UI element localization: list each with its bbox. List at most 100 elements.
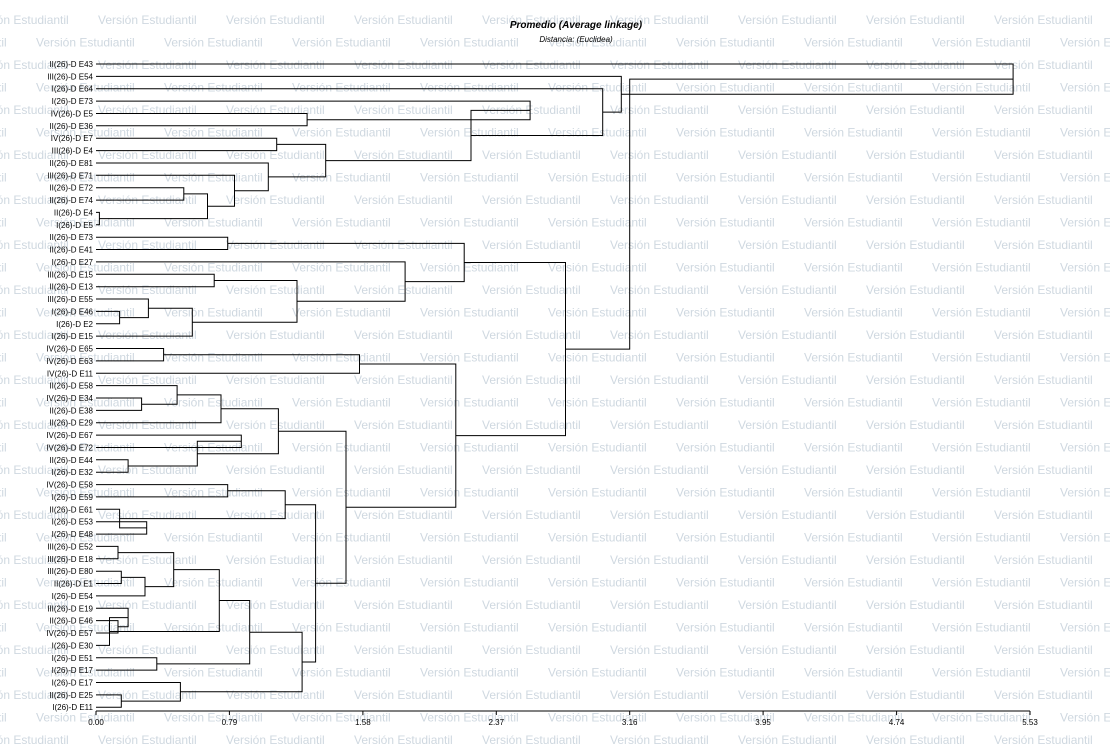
leaf-label: IV(26)-D E58: [46, 481, 93, 490]
watermark-text: Versión Estudiantil: [610, 238, 709, 252]
watermark-text: Versión Estudiantil: [420, 486, 519, 500]
watermark-text: Versión Estudiantil: [482, 553, 581, 567]
watermark-text: Versión Estudiantil: [0, 171, 7, 185]
watermark-text: Versión Estudiantil: [1060, 396, 1110, 410]
watermark-text: Versión Estudiantil: [548, 216, 647, 230]
watermark-text: Versión Estudiantil: [0, 576, 7, 590]
watermark-text: Versión Estudiantil: [1060, 621, 1110, 635]
watermark-layer: Versión Estudiantil Versión Estudiantil Ve…: [0, 13, 1110, 747]
watermark-text: Versión Estudiantil: [482, 103, 581, 117]
watermark-text: Versión Estudiantil: [354, 688, 453, 702]
watermark-text: Versión Estudiantil: [676, 441, 775, 455]
watermark-text: Versión Estudiantil: [738, 418, 837, 432]
watermark-text: Versión Estudiantil: [482, 328, 581, 342]
watermark-text: Versión Estudiantil: [0, 216, 7, 230]
x-tick-label: 0.00: [88, 718, 104, 727]
watermark-text: Versión Estudiantil: [676, 261, 775, 275]
watermark-text: Versión Estudiantil: [1060, 36, 1110, 50]
watermark-text: Versión Estudiantil: [932, 306, 1031, 320]
watermark-text: Versión Estudiantil: [866, 733, 965, 747]
watermark-text: Versión Estudiantil: [164, 261, 263, 275]
watermark-text: Versión Estudiantil: [548, 261, 647, 275]
watermark-text: Versión Estudiantil: [804, 666, 903, 680]
watermark-text: Versión Estudiantil: [98, 328, 197, 342]
watermark-text: Versión Estudiantil: [738, 103, 837, 117]
leaf-label: IV(26)-D E72: [46, 444, 93, 453]
watermark-text: Versión Estudiantil: [738, 643, 837, 657]
watermark-text: Versión Estudiantil: [866, 418, 965, 432]
watermark-text: Versión Estudiantil: [354, 733, 453, 747]
watermark-text: Versión Estudiantil: [354, 463, 453, 477]
watermark-text: Versión Estudiantil: [36, 441, 135, 455]
leaf-label: II(26)-D E74: [49, 196, 93, 205]
watermark-text: Versión Estudiantil: [0, 553, 69, 567]
x-tick-label: 3.95: [755, 718, 771, 727]
watermark-text: Versión Estudiantil: [482, 238, 581, 252]
watermark-text: Versión Estudiantil: [226, 58, 325, 72]
leaf-label: I(26)-D E59: [52, 493, 94, 502]
leaf-label: I(26)-D E2: [56, 320, 93, 329]
watermark-text: Versión Estudiantil: [292, 576, 391, 590]
watermark-text: Versión Estudiantil: [610, 148, 709, 162]
x-axis: 0.00 0.79 1.58 2.37 3.16 3.95 4.74 5.53: [88, 710, 1038, 727]
watermark-text: Versión Estudiantil: [866, 463, 965, 477]
watermark-text: Versión Estudiantil: [1060, 306, 1110, 320]
leaf-label: III(26)-D E80: [47, 567, 93, 576]
watermark-text: Versión Estudiantil: [932, 621, 1031, 635]
watermark-text: Versión Estudiantil: [804, 306, 903, 320]
watermark-text: Versión Estudiantil: [932, 486, 1031, 500]
watermark-text: Versión Estudiantil: [994, 193, 1093, 207]
dendrogram-links: [96, 63, 1014, 708]
watermark-text: Versión Estudiantil: [548, 441, 647, 455]
watermark-text: Versión Estudiantil: [0, 126, 7, 140]
watermark-text: Versión Estudiantil: [738, 148, 837, 162]
watermark-text: Versión Estudiantil: [866, 103, 965, 117]
watermark-text: Versión Estudiantil: [676, 486, 775, 500]
watermark-text: Versión Estudiantil: [676, 36, 775, 50]
watermark-text: Versión Estudiantil: [292, 486, 391, 500]
watermark-text: Versión Estudiantil: [1060, 711, 1110, 725]
leaf-label: III(26)-D E52: [47, 542, 93, 551]
watermark-text: Versión Estudiantil: [0, 36, 7, 50]
leaf-label: IV(26)-D E65: [46, 345, 93, 354]
watermark-text: Versión Estudiantil: [36, 36, 135, 50]
leaf-label: II(26)-D E1: [54, 580, 94, 589]
watermark-text: Versión Estudiantil: [0, 418, 69, 432]
watermark-text: Versión Estudiantil: [226, 238, 325, 252]
watermark-text: Versión Estudiantil: [994, 733, 1093, 747]
watermark-text: Versión Estudiantil: [994, 688, 1093, 702]
watermark-text: Versión Estudiantil: [482, 13, 581, 27]
watermark-text: Versión Estudiantil: [164, 531, 263, 545]
watermark-text: Versión Estudiantil: [0, 328, 69, 342]
x-tick-label: 5.53: [1022, 718, 1038, 727]
watermark-text: Versión Estudiantil: [932, 261, 1031, 275]
watermark-text: Versión Estudiantil: [548, 576, 647, 590]
x-tick-label: 3.16: [622, 718, 638, 727]
watermark-text: Versión Estudiantil: [292, 126, 391, 140]
watermark-text: Versión Estudiantil: [610, 58, 709, 72]
watermark-text: Versión Estudiantil: [994, 418, 1093, 432]
watermark-text: Versión Estudiantil: [420, 531, 519, 545]
watermark-text: Versión Estudiantil: [738, 13, 837, 27]
watermark-text: Versión Estudiantil: [482, 463, 581, 477]
watermark-text: Versión Estudiantil: [420, 216, 519, 230]
watermark-text: Versión Estudiantil: [354, 508, 453, 522]
watermark-text: Versión Estudiantil: [420, 711, 519, 725]
watermark-text: Versión Estudiantil: [994, 283, 1093, 297]
watermark-text: Versión Estudiantil: [866, 508, 965, 522]
watermark-text: Versión Estudiantil: [610, 193, 709, 207]
watermark-text: Versión Estudiantil: [994, 238, 1093, 252]
watermark-text: Versión Estudiantil: [994, 148, 1093, 162]
watermark-text: Versión Estudiantil: [932, 126, 1031, 140]
watermark-text: Versión Estudiantil: [1060, 666, 1110, 680]
watermark-text: Versión Estudiantil: [420, 81, 519, 95]
watermark-text: Versión Estudiantil: [994, 598, 1093, 612]
watermark-text: Versión Estudiantil: [804, 576, 903, 590]
watermark-text: Versión Estudiantil: [932, 216, 1031, 230]
x-tick-label: 2.37: [489, 718, 505, 727]
watermark-text: Versión Estudiantil: [164, 36, 263, 50]
watermark-text: Versión Estudiantil: [420, 396, 519, 410]
leaf-label: III(26)-D E55: [47, 295, 93, 304]
watermark-text: Versión Estudiantil: [932, 36, 1031, 50]
watermark-text: Versión Estudiantil: [226, 103, 325, 117]
